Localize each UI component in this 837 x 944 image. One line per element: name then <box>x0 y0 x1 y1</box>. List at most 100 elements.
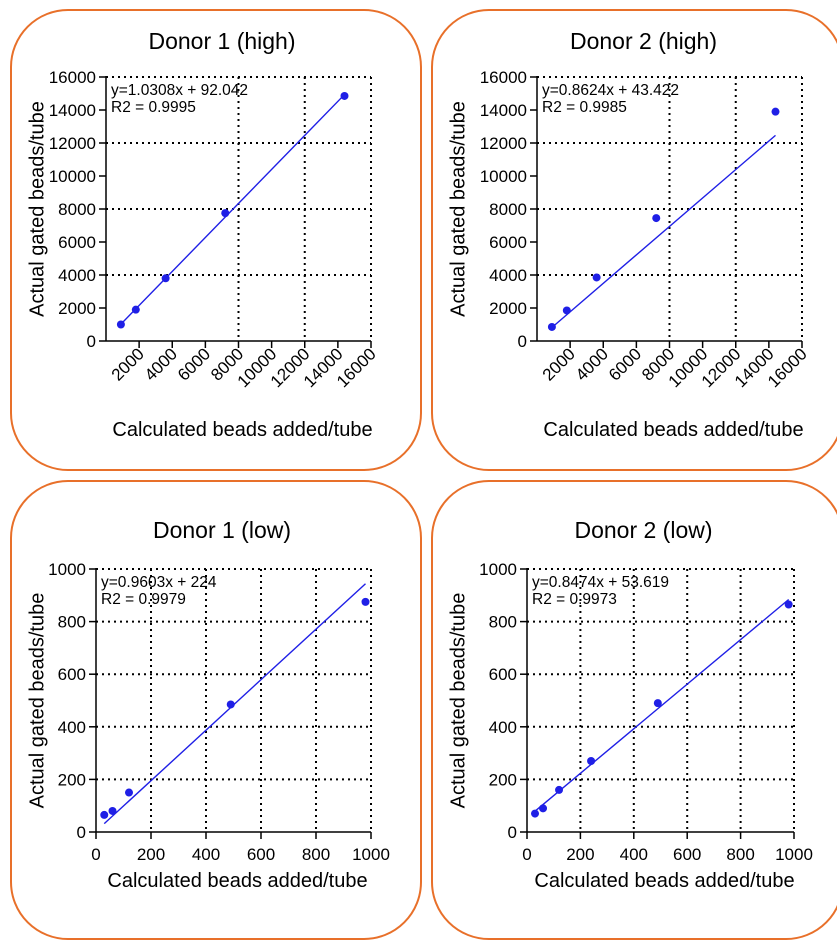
y-tick-label: 16000 <box>480 68 527 87</box>
regression-line <box>551 134 776 329</box>
y-tick-label: 200 <box>489 770 517 789</box>
x-tick-label: 0 <box>522 845 531 864</box>
regression-line <box>534 598 790 812</box>
y-tick-label: 4000 <box>489 266 527 285</box>
data-point <box>592 273 601 282</box>
y-axis-label: Actual gated beads/tube <box>447 101 469 317</box>
chart-title: Donor 2 (low) <box>574 517 712 543</box>
y-tick-label: 6000 <box>489 233 527 252</box>
x-tick-label: 600 <box>673 845 701 864</box>
x-tick-label: 4000 <box>141 344 181 384</box>
chart-panel-donor-2-low: Donor 2 (low) 0 200 400 600 800 1000 0 200 400 600… <box>431 480 837 940</box>
regression-line <box>120 94 346 325</box>
x-tick-label: 200 <box>566 845 594 864</box>
data-point <box>539 804 548 813</box>
data-point <box>653 699 662 708</box>
x-tick-label: 6000 <box>605 344 645 384</box>
chart-panel-donor-1-high: Donor 1 (high) 0 2000 4000 6000 8000 10000 1200… <box>10 9 422 471</box>
data-point <box>531 809 540 818</box>
y-tick-label: 1000 <box>479 560 517 579</box>
y-tick-label: 8000 <box>58 200 96 219</box>
x-tick-label: 0 <box>91 845 100 864</box>
y-tick-label: 0 <box>508 823 517 842</box>
y-tick-label: 0 <box>518 332 527 351</box>
chart-panel-donor-1-low: Donor 1 (low) 0 200 400 600 800 1000 0 200 400 600… <box>10 480 422 940</box>
chart-panel-donor-2-high: Donor 2 (high) 0 2000 4000 6000 8000 10000 1200… <box>431 9 837 471</box>
y-tick-label: 14000 <box>49 101 96 120</box>
data-point <box>125 788 133 797</box>
y-tick-label: 0 <box>87 332 96 351</box>
x-tick-label: 2000 <box>108 344 148 384</box>
x-axis-label: Calculated beads added/tube <box>112 419 372 441</box>
y-tick-label: 0 <box>77 823 86 842</box>
chart-svg: Donor 2 (high)02000400060008000100001200… <box>447 28 811 441</box>
fit-equation: y=0.9603x + 224 <box>101 574 217 591</box>
y-tick-label: 10000 <box>49 167 96 186</box>
x-tick-label: 600 <box>247 845 275 864</box>
y-tick-label: 10000 <box>480 167 527 186</box>
y-tick-label: 2000 <box>58 299 96 318</box>
data-point <box>587 756 596 765</box>
x-tick-label: 6000 <box>174 344 214 384</box>
x-axis-label: Calculated beads added/tube <box>543 419 803 441</box>
data-point <box>161 274 170 283</box>
fit-equation: y=0.8624x + 43.422 <box>542 82 679 99</box>
x-tick-label: 1000 <box>352 845 390 864</box>
r-squared: R2 = 0.9995 <box>111 99 196 116</box>
data-point <box>784 600 793 609</box>
x-axis-label: Calculated beads added/tube <box>107 870 367 892</box>
x-axis-label: Calculated beads added/tube <box>534 870 794 892</box>
chart-title: Donor 2 (high) <box>570 28 717 54</box>
data-point <box>340 91 349 100</box>
y-tick-label: 600 <box>58 665 86 684</box>
data-point <box>361 597 370 606</box>
y-tick-label: 600 <box>489 665 517 684</box>
y-axis-label: Actual gated beads/tube <box>26 593 48 809</box>
data-point <box>116 320 125 329</box>
y-tick-label: 800 <box>489 613 517 632</box>
x-tick-label: 4000 <box>572 344 612 384</box>
x-tick-label: 800 <box>726 845 754 864</box>
r-squared: R2 = 0.9985 <box>542 99 627 116</box>
x-tick-label: 400 <box>192 845 220 864</box>
y-tick-label: 2000 <box>489 299 527 318</box>
y-tick-label: 12000 <box>49 134 96 153</box>
data-point <box>226 700 235 709</box>
y-tick-label: 1000 <box>48 560 86 579</box>
y-tick-label: 6000 <box>58 233 96 252</box>
grid-lines <box>106 76 372 341</box>
data-point <box>562 306 571 315</box>
regression-line <box>103 583 366 825</box>
data-point <box>108 806 117 815</box>
data-point <box>555 785 564 794</box>
y-tick-label: 400 <box>489 718 517 737</box>
fit-equation: y=1.0308x + 92.042 <box>111 82 248 99</box>
data-point <box>771 107 780 116</box>
chart-svg: Donor 1 (low) 0 200 400 600 800 1000 0 200 400 600… <box>26 517 390 892</box>
x-tick-label: 2000 <box>539 344 579 384</box>
data-point <box>221 209 230 218</box>
r-squared: R2 = 0.9973 <box>532 591 617 608</box>
y-tick-label: 200 <box>58 770 86 789</box>
data-point <box>100 810 109 819</box>
y-tick-label: 12000 <box>480 134 527 153</box>
data-point <box>652 214 661 223</box>
x-tick-label: 1000 <box>775 845 813 864</box>
y-axis-label: Actual gated beads/tube <box>26 101 48 317</box>
y-axis-label: Actual gated beads/tube <box>447 593 469 809</box>
data-point <box>131 305 140 314</box>
y-tick-label: 16000 <box>49 68 96 87</box>
r-squared: R2 = 0.9979 <box>101 591 186 608</box>
y-tick-label: 4000 <box>58 266 96 285</box>
y-tick-label: 14000 <box>480 101 527 120</box>
y-tick-label: 800 <box>58 613 86 632</box>
x-tick-label: 800 <box>302 845 330 864</box>
chart-svg: Donor 2 (low) 0 200 400 600 800 1000 0 200 400 600… <box>447 517 813 892</box>
data-point <box>547 322 556 331</box>
x-tick-label: 200 <box>137 845 165 864</box>
y-tick-label: 8000 <box>489 200 527 219</box>
chart-title: Donor 1 (high) <box>148 28 295 54</box>
fit-equation: y=0.8474x + 53.619 <box>532 574 669 591</box>
chart-svg: Donor 1 (high)02000400060008000100001200… <box>26 28 380 441</box>
y-tick-label: 400 <box>58 718 86 737</box>
